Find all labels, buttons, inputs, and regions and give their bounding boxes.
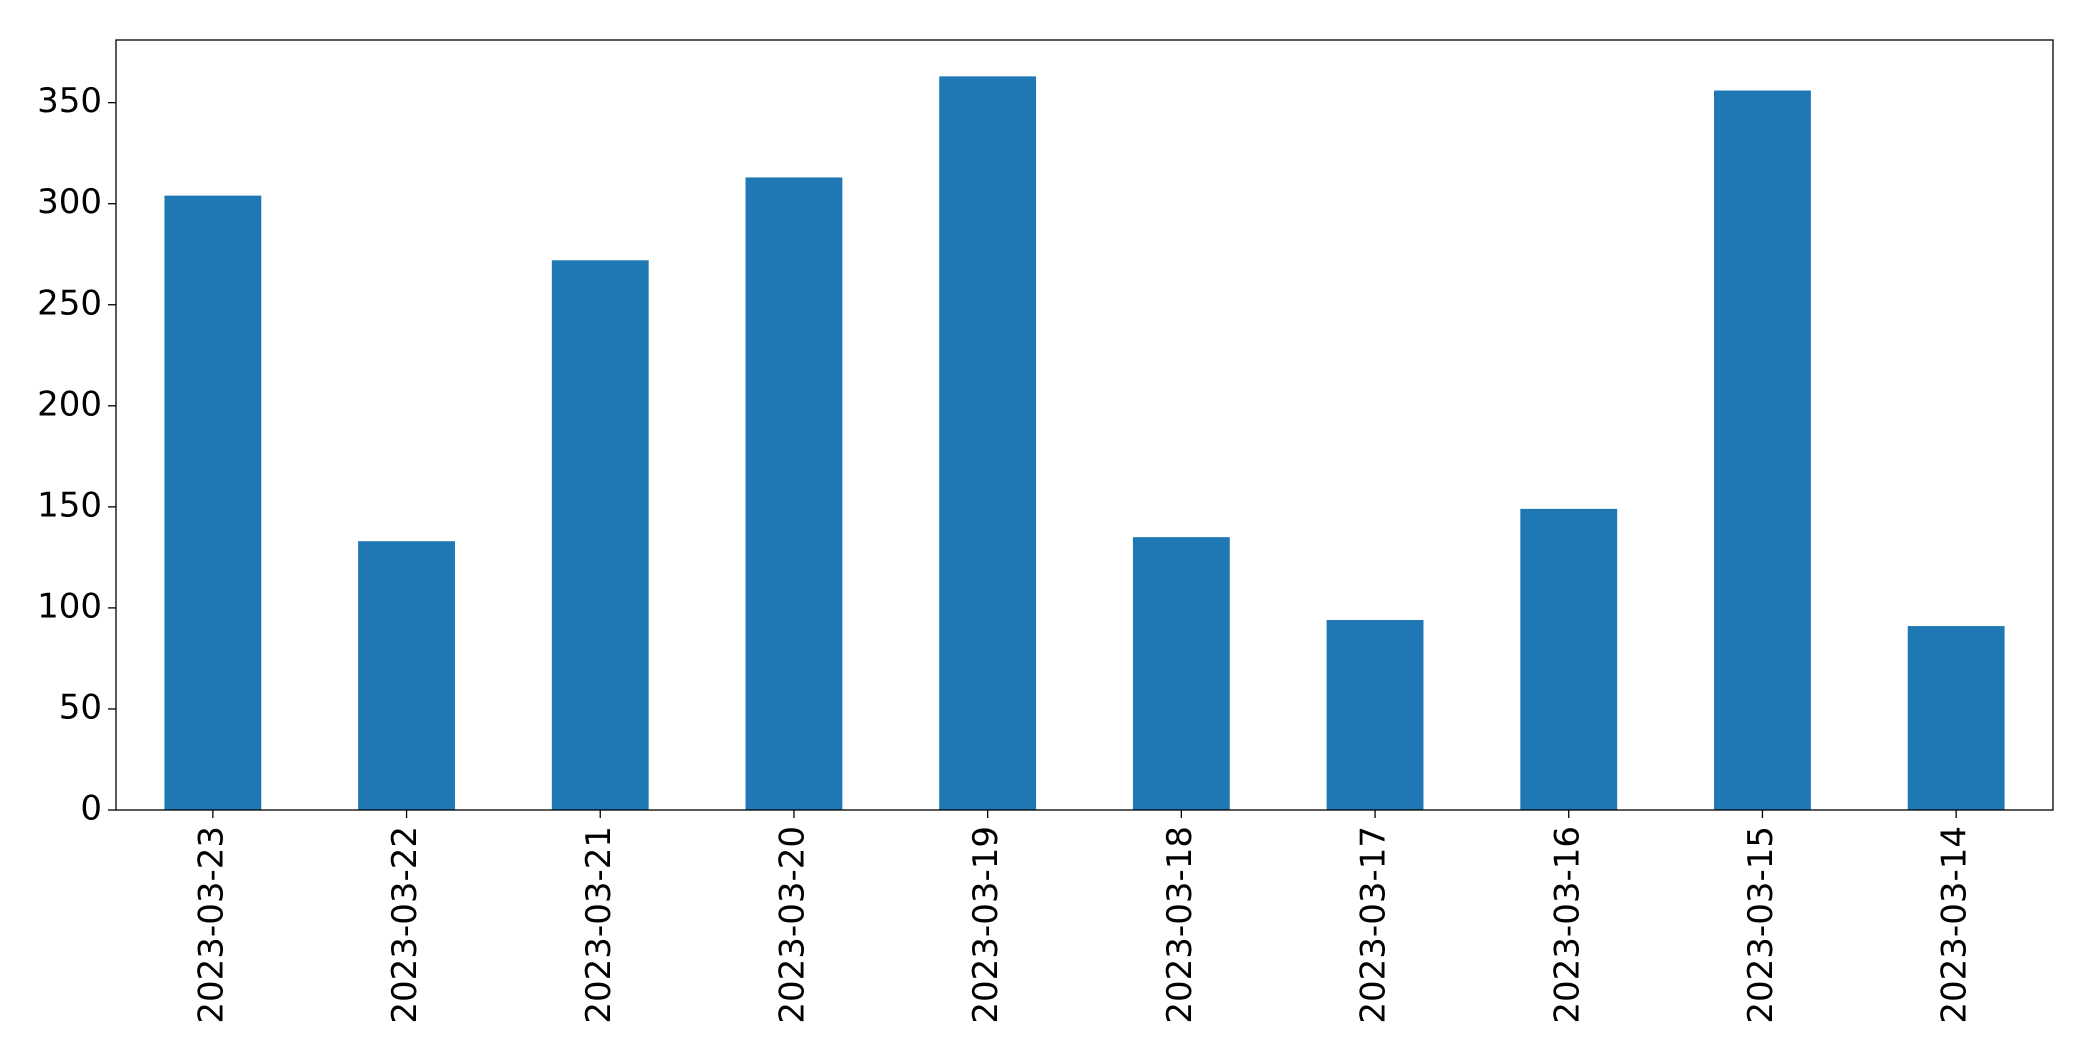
bar bbox=[1132, 537, 1230, 810]
x-tick-label: 2023-03-17 bbox=[1354, 826, 1394, 1024]
bar bbox=[1520, 508, 1618, 810]
y-tick-label: 0 bbox=[80, 789, 102, 829]
y-tick-label: 50 bbox=[59, 687, 102, 727]
y-tick-label: 100 bbox=[37, 586, 102, 626]
bar bbox=[1714, 90, 1811, 811]
x-tick-label: 2023-03-18 bbox=[1160, 826, 1200, 1024]
y-tick-label: 150 bbox=[37, 485, 102, 525]
bar bbox=[939, 76, 1037, 811]
x-tick-label: 2023-03-20 bbox=[772, 826, 812, 1024]
x-tick-label: 2023-03-23 bbox=[191, 826, 231, 1024]
bar bbox=[1326, 620, 1424, 810]
bar bbox=[1907, 626, 2005, 810]
bar bbox=[745, 177, 843, 810]
bar bbox=[551, 260, 649, 811]
bar bbox=[358, 541, 455, 810]
x-tick-label: 2023-03-22 bbox=[385, 826, 425, 1024]
x-tick-label: 2023-03-16 bbox=[1547, 826, 1587, 1024]
x-tick-label: 2023-03-14 bbox=[1935, 826, 1975, 1024]
bar bbox=[164, 195, 262, 810]
y-tick-label: 350 bbox=[37, 81, 102, 121]
x-tick-label: 2023-03-19 bbox=[966, 826, 1006, 1024]
plot-frame bbox=[115, 39, 2054, 811]
y-tick-label: 200 bbox=[37, 384, 102, 424]
x-tick-label: 2023-03-15 bbox=[1741, 826, 1781, 1024]
x-tick-label: 2023-03-21 bbox=[579, 826, 619, 1024]
y-tick-label: 250 bbox=[37, 283, 102, 323]
y-tick-label: 300 bbox=[37, 182, 102, 222]
